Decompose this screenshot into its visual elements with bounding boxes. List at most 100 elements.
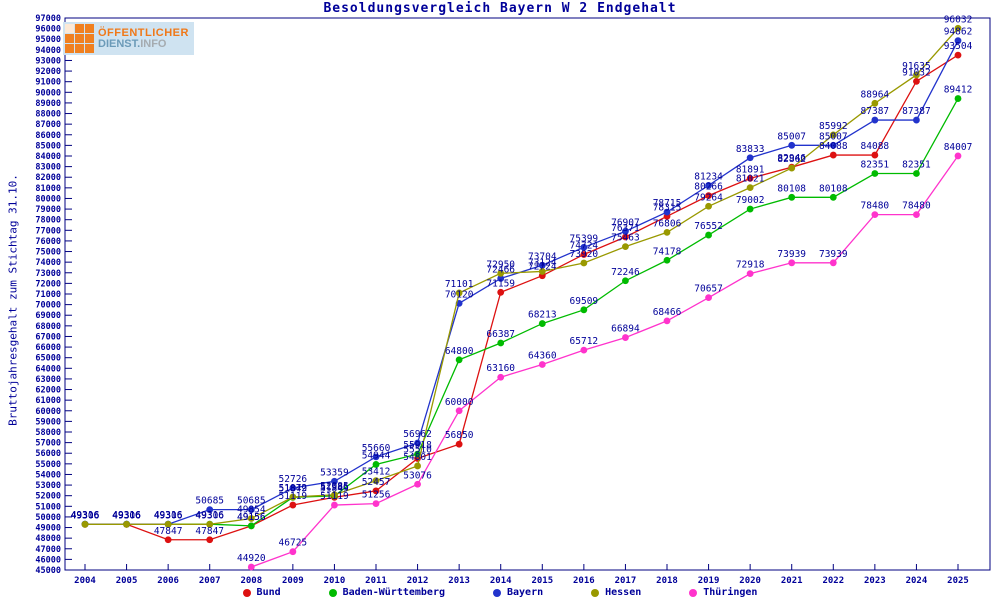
data-point	[829, 259, 837, 267]
y-tick-label: 84000	[35, 152, 61, 162]
x-axis: 2004 2005 2006 2007 2008 2009 2010 2011 2012 2013…	[74, 564, 969, 586]
data-point-label: 52726	[279, 474, 308, 485]
data-point-label: 76371	[611, 223, 640, 234]
y-tick-label: 90000	[35, 88, 61, 98]
data-point	[206, 520, 214, 528]
data-point-label: 49306	[154, 510, 183, 521]
data-point	[497, 373, 505, 381]
y-tick-label: 67000	[35, 332, 61, 342]
data-point-label: 51872	[279, 483, 308, 494]
data-point-label: 73920	[570, 249, 599, 260]
y-tick-label: 48000	[35, 534, 61, 544]
y-tick-label: 88000	[35, 110, 61, 120]
data-point-label: 49316	[154, 510, 183, 521]
x-tick-label: 2012	[407, 576, 429, 586]
data-point	[871, 170, 879, 177]
y-tick-label: 91000	[35, 78, 61, 88]
y-tick-label: 96000	[35, 25, 61, 35]
x-tick-label: 2022	[822, 576, 844, 586]
data-point-label: 81234	[694, 171, 723, 182]
data-point	[372, 453, 380, 461]
data-point-label: 56850	[445, 430, 474, 441]
y-tick-label: 61000	[35, 396, 61, 406]
data-point-label: 87387	[902, 106, 931, 117]
data-point-label: 78480	[902, 201, 931, 212]
data-point-label: 85992	[819, 121, 848, 132]
data-point-label: 49306	[71, 510, 100, 521]
data-point-label: 74724	[570, 240, 599, 251]
data-point-label: 93504	[944, 41, 973, 52]
data-point-label: 60000	[445, 397, 474, 408]
legend-marker-icon	[328, 588, 337, 597]
logo-grid-icon	[65, 24, 94, 53]
legend-item-Thüringen: Thüringen	[689, 587, 757, 598]
data-point-label: 74178	[653, 246, 682, 257]
data-point-label: 72466	[486, 264, 515, 275]
y-tick-label: 51000	[35, 502, 61, 512]
data-point-label: 84007	[944, 142, 973, 153]
y-tick-label: 47000	[35, 545, 61, 555]
legend-label: Hessen	[605, 587, 642, 598]
data-point-label: 82862	[777, 154, 806, 165]
y-tick-label: 59000	[35, 417, 61, 427]
data-point	[913, 170, 920, 177]
data-point	[913, 116, 920, 124]
y-tick-label: 55000	[35, 460, 61, 470]
data-point-label: 84088	[819, 141, 848, 152]
y-tick-label: 49000	[35, 524, 61, 534]
data-point-label: 80108	[819, 183, 848, 194]
x-tick-label: 2020	[739, 576, 761, 586]
chart-title: Besoldungsvergleich Bayern W 2 Endgehalt	[323, 1, 677, 16]
data-point	[538, 361, 546, 368]
data-point-label: 85007	[777, 131, 806, 142]
data-point-label: 78480	[861, 201, 890, 212]
y-tick-label: 86000	[35, 131, 61, 141]
y-axis-title: Bruttojahresgehalt zum Stichtag 31.10.	[6, 174, 20, 426]
data-point-label: 55660	[362, 443, 391, 454]
data-point-label: 79264	[694, 192, 723, 203]
data-point-label: 87387	[861, 106, 890, 117]
data-point-label: 70657	[694, 284, 723, 295]
data-point-label: 55510	[403, 444, 432, 455]
data-point	[497, 339, 505, 347]
data-point-label: 49316	[71, 510, 100, 521]
data-point-label: 89412	[944, 85, 973, 96]
data-point-label: 73704	[528, 251, 557, 262]
data-point	[289, 501, 297, 509]
data-point	[580, 259, 588, 267]
data-point	[414, 439, 421, 447]
data-point	[829, 193, 837, 201]
legend-label: Bund	[256, 587, 281, 598]
data-point-label: 64360	[528, 350, 557, 361]
data-point-label: 79002	[736, 195, 765, 206]
legend-item-Bayern: Bayern	[493, 587, 543, 598]
x-tick-label: 2018	[656, 576, 678, 586]
x-tick-label: 2016	[573, 576, 595, 586]
y-tick-label: 71000	[35, 290, 61, 300]
y-tick-label: 76000	[35, 237, 61, 247]
data-point-label: 51119	[279, 491, 308, 502]
y-tick-label: 50000	[35, 513, 61, 523]
data-point-label: 80266	[694, 182, 723, 193]
y-tick-label: 85000	[35, 141, 61, 151]
data-point-label: 52457	[362, 477, 391, 488]
data-point	[455, 356, 463, 364]
legend-item-Hessen: Hessen	[591, 587, 641, 598]
data-point-label: 49306	[71, 510, 100, 521]
legend-item-Baden-Württemberg: Baden-Württemberg	[328, 587, 445, 598]
data-point-label: 96032	[944, 14, 973, 25]
y-tick-label: 58000	[35, 428, 61, 438]
y-tick-label: 87000	[35, 120, 61, 130]
legend-label: Bayern	[507, 587, 544, 598]
data-point	[247, 522, 255, 530]
x-tick-label: 2025	[947, 576, 969, 586]
data-point	[788, 141, 796, 149]
x-tick-label: 2015	[531, 576, 553, 586]
data-point	[580, 306, 588, 314]
logo-line1: ÖFFENTLICHER	[98, 26, 189, 39]
x-tick-label: 2019	[698, 576, 720, 586]
data-point	[622, 334, 629, 341]
data-point-label: 72246	[611, 267, 640, 278]
data-point	[372, 500, 380, 507]
data-point-label: 68213	[528, 310, 557, 321]
